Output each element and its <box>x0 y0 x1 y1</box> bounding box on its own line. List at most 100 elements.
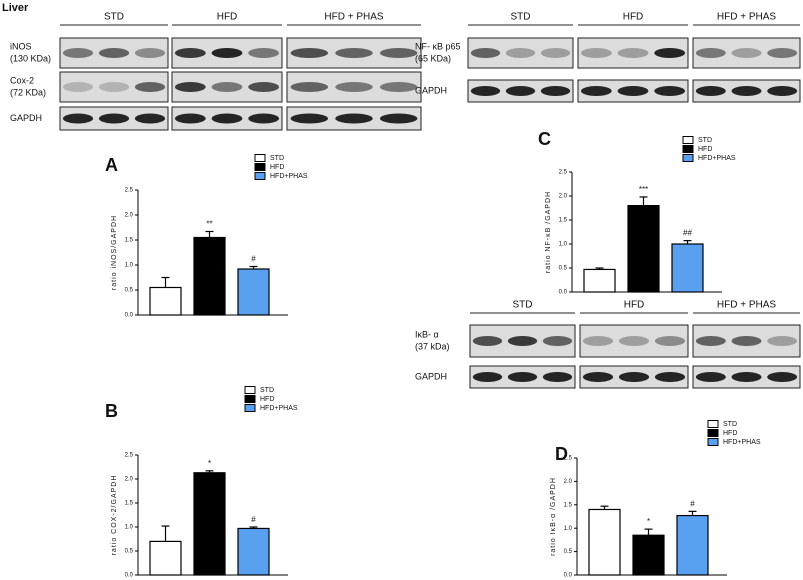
blot-band <box>507 336 538 346</box>
blot-band <box>542 336 573 346</box>
bar <box>237 268 270 316</box>
blot-band <box>248 48 280 58</box>
blot-row-label: IκB- α <box>415 329 439 339</box>
legend-label: STD <box>260 387 274 394</box>
y-tick-label: 0.0 <box>564 573 573 579</box>
y-tick-label: 2.0 <box>125 477 134 483</box>
legend-swatch <box>244 386 256 394</box>
blot-group-label: STD <box>513 300 533 311</box>
blot-band <box>582 372 614 382</box>
y-tick-label: 1.0 <box>559 242 568 248</box>
blot-band <box>335 48 373 58</box>
blot-band <box>767 336 798 346</box>
blot-panel <box>467 37 574 69</box>
blot-band <box>767 372 798 382</box>
significance-label: * <box>208 459 211 468</box>
blot-band <box>379 82 418 92</box>
blot-band <box>617 86 649 96</box>
blot-band <box>540 48 571 58</box>
blot-group-label: HFD <box>217 12 238 23</box>
blot-band <box>62 48 94 58</box>
blot-band <box>505 86 536 96</box>
blot-band <box>695 372 726 382</box>
blot-row-label: Cox-2 <box>10 75 34 85</box>
blot-band <box>379 113 418 124</box>
bar <box>627 205 660 293</box>
y-tick-label: 2.5 <box>559 170 568 176</box>
blot-band <box>335 82 373 92</box>
blot-row-label: NF- κB p65 <box>415 41 461 51</box>
y-tick-label: 0.0 <box>125 313 134 319</box>
blot-row-label: GAPDH <box>415 85 447 95</box>
blot-group-label: HFD <box>623 12 644 23</box>
blot-band <box>211 113 243 124</box>
blot-band <box>654 372 686 382</box>
significance-label: # <box>251 255 256 264</box>
legend-swatch <box>682 145 694 153</box>
y-tick-label: 1.5 <box>559 218 568 224</box>
legend-swatch <box>682 136 694 144</box>
legend-swatch <box>254 163 266 171</box>
y-tick-label: 1.5 <box>564 502 573 508</box>
blot-band <box>731 372 762 382</box>
blot-group-label: HFD <box>624 300 645 311</box>
legend-label: HFD+PHAS <box>723 439 761 446</box>
blot-band <box>174 113 206 124</box>
legend-swatch <box>707 438 719 446</box>
legend-label: HFD+PHAS <box>270 173 308 180</box>
blot-band <box>174 82 206 92</box>
legend-label: HFD <box>698 146 712 153</box>
blot-row-label: (72 KDa) <box>10 87 46 97</box>
panel-letter: D <box>555 444 568 464</box>
bar <box>676 514 709 576</box>
blot-band <box>540 86 571 96</box>
legend-label: HFD+PHAS <box>260 405 298 412</box>
blot-group-label: HFD + PHAS <box>717 300 777 311</box>
legend-label: HFD <box>270 164 284 171</box>
blot-group-label: HFD + PHAS <box>717 12 777 23</box>
y-tick-label: 0.5 <box>559 266 568 272</box>
panel-letter: A <box>105 155 118 175</box>
blot-row-label: (130 KDa) <box>10 53 51 63</box>
blot-band <box>580 86 612 96</box>
blot-band <box>618 336 650 346</box>
blot-band <box>98 82 130 92</box>
bar <box>149 286 182 316</box>
y-tick-label: 0.5 <box>125 288 134 294</box>
blot-row-label: GAPDH <box>415 371 447 381</box>
y-tick-label: 0.0 <box>559 290 568 296</box>
y-tick-label: 0.5 <box>564 549 573 555</box>
blot-band <box>695 86 726 96</box>
blot-group-label: STD <box>511 12 531 23</box>
blot-band <box>62 82 94 92</box>
blot-row-label: (37 kDa) <box>415 341 450 351</box>
blot-band <box>335 113 373 124</box>
blot-band <box>290 113 329 124</box>
legend-swatch <box>244 395 256 403</box>
y-tick-label: 1.0 <box>125 525 134 531</box>
legend-swatch <box>244 404 256 412</box>
blot-band <box>248 82 280 92</box>
legend-label: HFD <box>723 430 737 437</box>
bar <box>583 268 616 293</box>
blot-band <box>542 372 573 382</box>
y-tick-label: 2.0 <box>125 213 134 219</box>
y-axis-label: ratio NF-κB /GAPDH <box>545 191 552 273</box>
y-tick-label: 0.5 <box>125 549 134 555</box>
blot-band <box>290 82 329 92</box>
blot-band <box>379 48 418 58</box>
blot-band <box>505 48 536 58</box>
bar <box>193 236 226 316</box>
y-tick-label: 2.5 <box>125 453 134 459</box>
blot-band <box>98 48 130 58</box>
y-tick-label: 2.5 <box>564 456 573 462</box>
legend-label: HFD <box>260 396 274 403</box>
blot-band <box>580 48 612 58</box>
bar <box>237 527 270 576</box>
blot-band <box>618 372 650 382</box>
panel-letter: C <box>538 129 551 149</box>
blot-band <box>472 336 503 346</box>
significance-label: * <box>647 517 650 526</box>
significance-label: ** <box>206 220 212 229</box>
